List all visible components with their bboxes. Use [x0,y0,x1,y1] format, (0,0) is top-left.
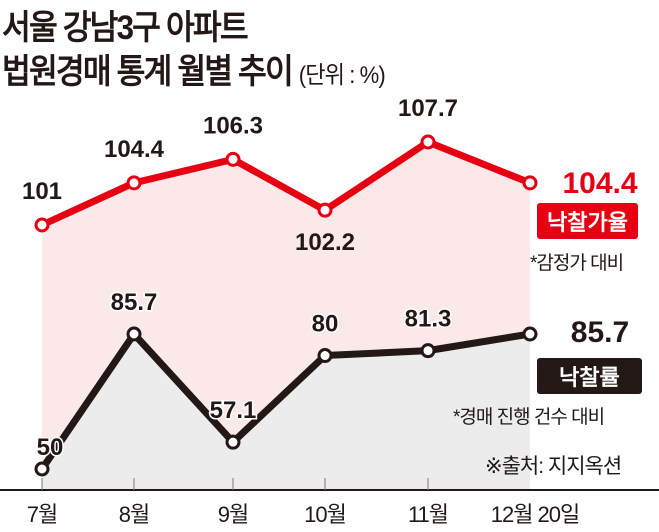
unit-label: (단위 : %) [298,62,386,89]
point-success-rate [126,326,142,342]
data-label-success-rate: 85.7 [111,289,158,316]
line-bid-rate [40,138,532,229]
data-label-bid-rate: 104.4 [104,136,165,163]
area-success-rate [42,334,530,490]
data-label-success-rate: 57.1 [210,397,257,424]
data-label-bid-rate: 106.3 [203,112,263,139]
x-tick-label: 7월 [27,502,57,527]
title-text: 법원경매 통계 월별 추이 [2,53,294,91]
x-tick-label: 12월 20일 [491,502,580,527]
point-bid-rate [317,202,333,218]
note-success-rate: *경매 진행 건수 대비 [453,407,605,428]
point-bid-rate [225,151,241,167]
data-label-success-rate: 80 [312,311,339,338]
data-label-bid-rate: 102.2 [295,229,355,256]
data-label-bid-rate: 101 [22,178,62,205]
point-bid-rate [126,175,142,191]
data-label-success-rate: 81.3 [405,306,452,333]
x-tick-label: 9월 [218,502,248,527]
point-bid-rate [420,134,436,150]
data-label-success-rate: 85.7 [571,316,629,349]
point-success-rate [225,434,241,450]
data-label-bid-rate: 104.4 [562,167,637,200]
point-bid-rate [522,175,538,191]
chart-title-line1: 서울 강남3구 아파트 [2,9,249,47]
point-bid-rate [34,217,50,233]
x-tick-label: 11월 [408,502,448,527]
point-success-rate [34,461,50,477]
data-label-success-rate: 50 [37,434,64,461]
legend-badge-success-rate: 낙찰률 [537,358,642,394]
note-bid-rate: *감정가 대비 [530,253,624,274]
line-success-rate [39,330,531,471]
legend-badge-bid-rate: 낙찰가율 [537,203,638,239]
source-note: ※출처: 지지옥션 [485,455,622,478]
data-label-bid-rate: 107.7 [398,95,458,122]
x-tick-label: 8월 [119,502,149,527]
point-success-rate [317,348,333,364]
x-tick-label: 10월 [304,502,346,527]
point-success-rate [420,343,436,359]
point-success-rate [522,326,538,342]
chart-title-line2: 법원경매 통계 월별 추이 (단위 : %) [2,44,386,93]
